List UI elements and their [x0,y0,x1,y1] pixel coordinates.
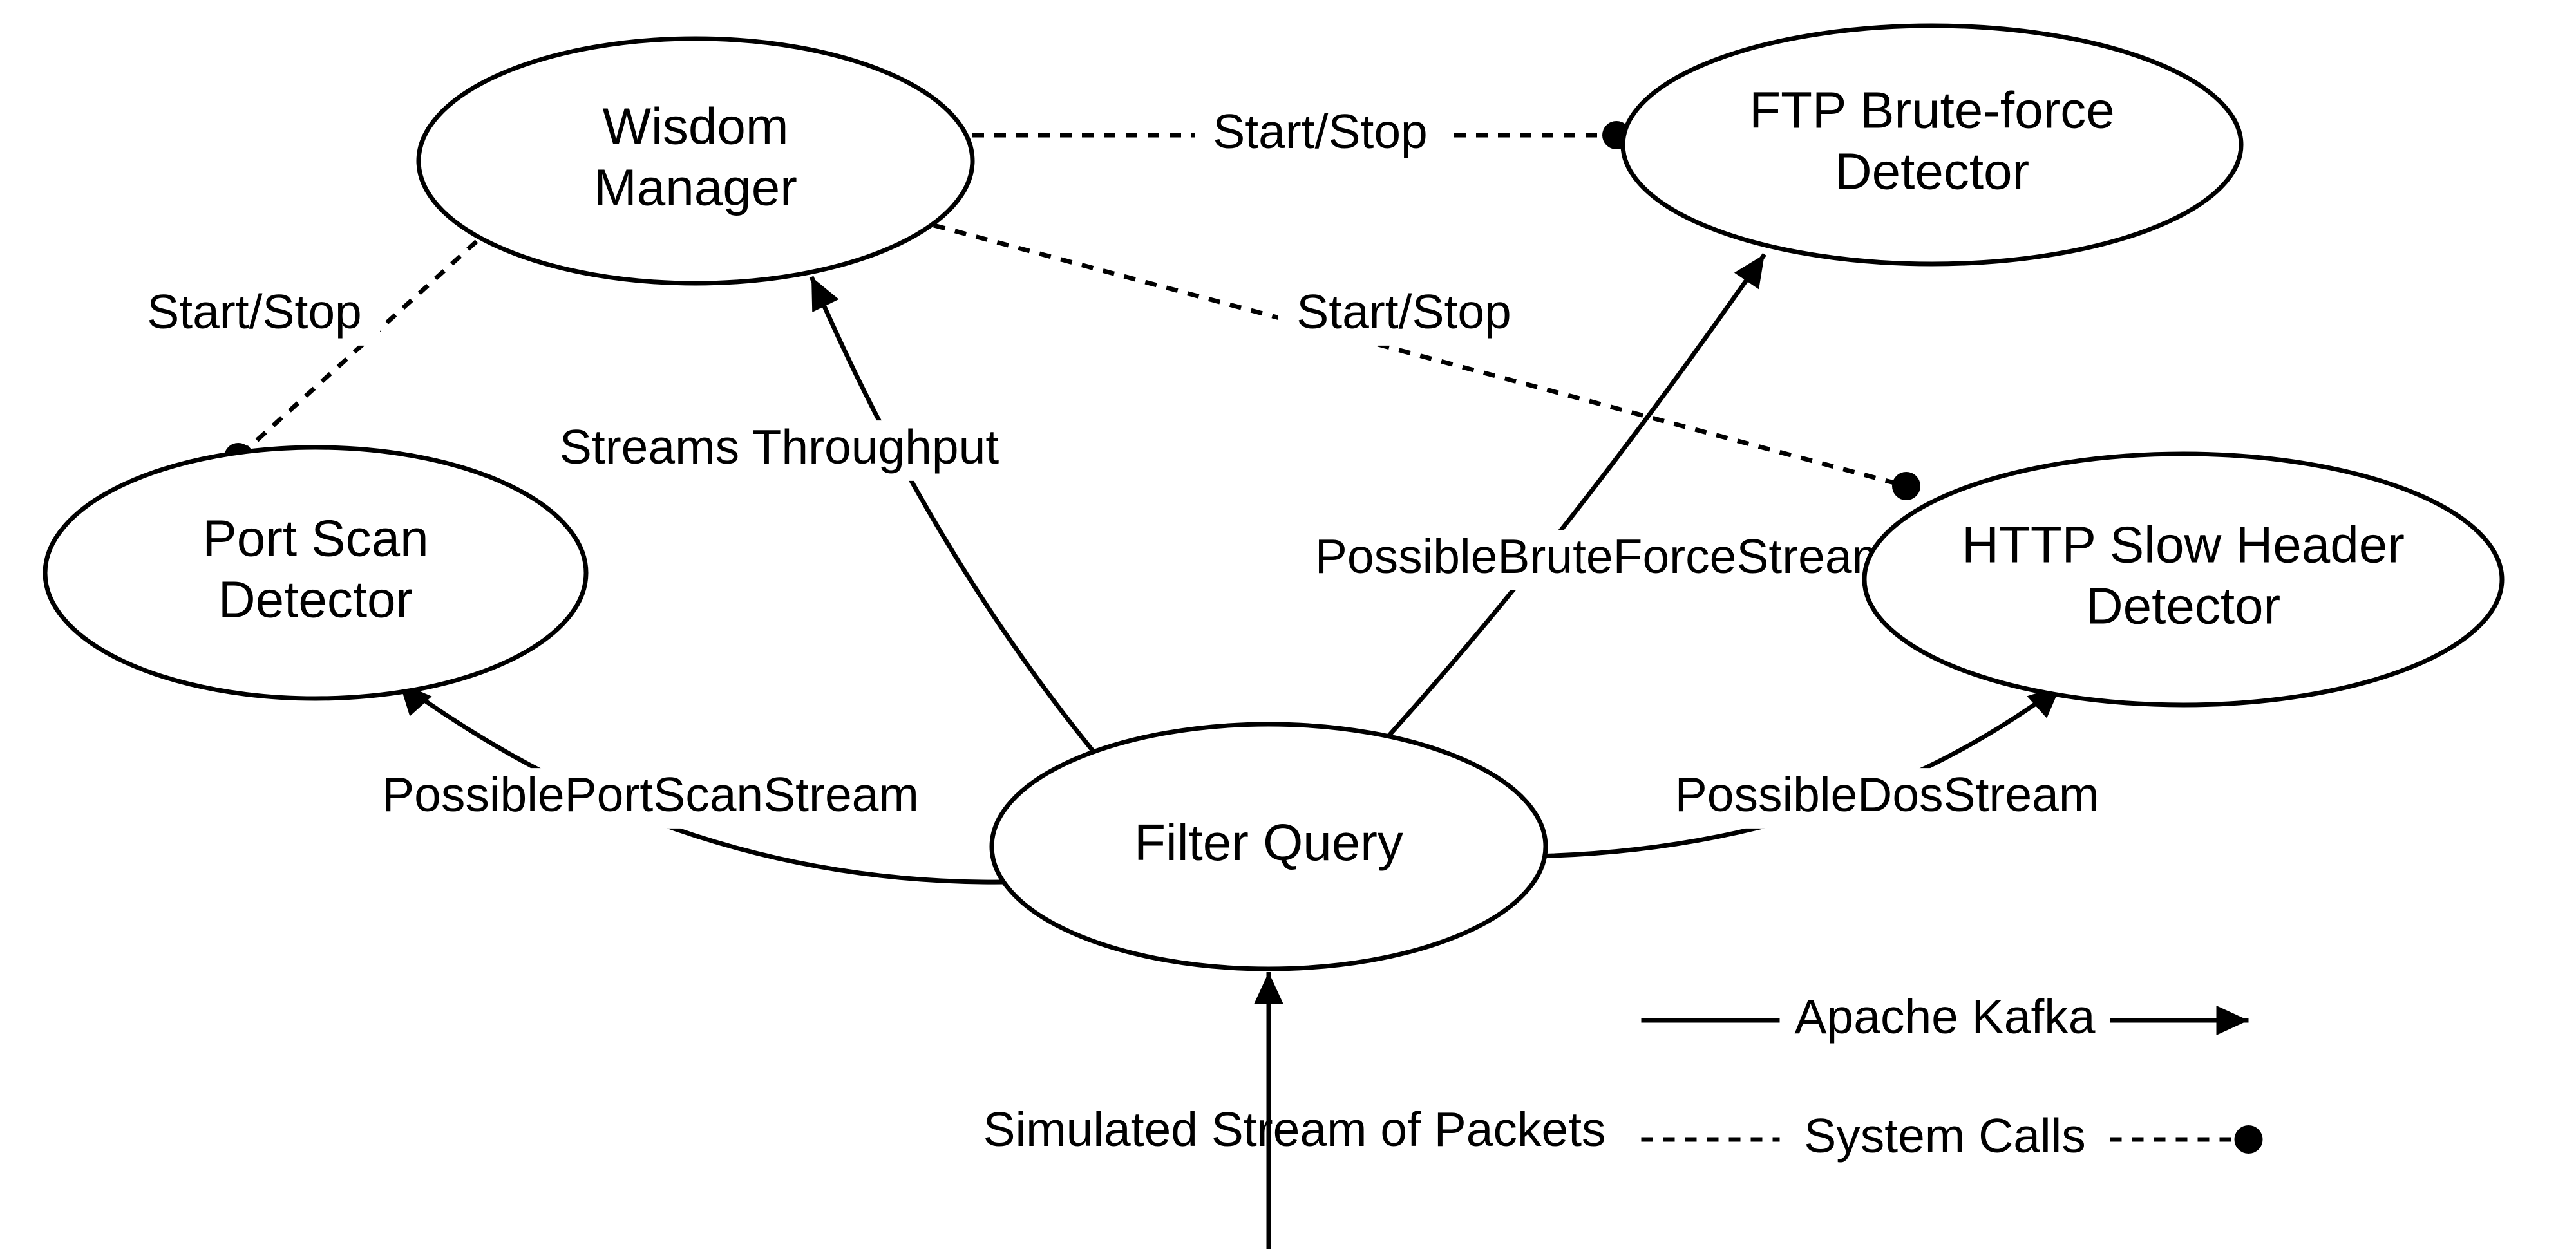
edge-wisdom-to-ftp: Start/Stop [972,104,1631,165]
node-filter: Filter Query [992,724,1546,969]
node-label-ftp-line1: Detector [1835,143,2029,200]
edge-label-filter-to-httpslow: PossibleDosStream [1675,767,2099,821]
edge-label-wisdom-to-httpslow: Start/Stop [1296,285,1511,339]
edge-wisdom-to-portscan: Start/Stop [129,241,477,471]
legend-label-syscall: System Calls [1804,1109,2086,1163]
legend-item-kafka: Apache Kafka [1642,989,2249,1044]
legend-dot-icon [2235,1125,2263,1154]
node-portscan: Port ScanDetector [45,447,586,698]
node-label-filter-line0: Filter Query [1134,814,1403,871]
edge-endpoint-arrow [1254,972,1283,1004]
edge-label-wisdom-to-portscan: Start/Stop [147,285,362,339]
edge-label-wisdom-to-ftp: Start/Stop [1213,104,1428,158]
edge-filter-to-httpslow: PossibleDosStream [1533,686,2101,856]
edge-wisdom-to-httpslow: Start/Stop [934,225,1920,500]
node-label-httpslow-line1: Detector [2086,577,2280,635]
edge-label-filter-to-portscan: PossiblePortScanStream [382,767,919,821]
edge-label-filter-to-ftp: PossibleBruteForceStream [1315,529,1892,583]
node-label-portscan-line0: Port Scan [202,510,428,567]
edge-endpoint-arrow [1734,254,1765,289]
node-wisdom: WisdomManager [419,39,972,283]
edge-endpoint-dot [1892,472,1920,500]
node-label-ftp-line0: FTP Brute-force [1749,82,2115,139]
node-label-wisdom-line1: Manager [594,159,797,216]
edge-filter-to-wisdom: Streams Throughput [553,277,1095,753]
legend-arrow-icon [2217,1006,2249,1035]
node-ftp: FTP Brute-forceDetector [1623,26,2241,264]
node-httpslow: HTTP Slow HeaderDetector [1864,454,2502,705]
node-label-httpslow-line0: HTTP Slow Header [1962,516,2405,574]
legend-label-kafka: Apache Kafka [1795,989,2096,1044]
edge-label-filter-to-wisdom: Streams Throughput [560,420,999,474]
node-label-portscan-line1: Detector [218,571,413,628]
node-label-wisdom-line0: Wisdom [603,98,789,155]
edge-label-input-to-filter: Simulated Stream of Packets [983,1102,1605,1156]
edge-filter-to-portscan: PossiblePortScanStream [374,682,1005,882]
architecture-diagram: Start/Stop Start/Stop Start/Stop Streams Th… [0,0,2576,1256]
